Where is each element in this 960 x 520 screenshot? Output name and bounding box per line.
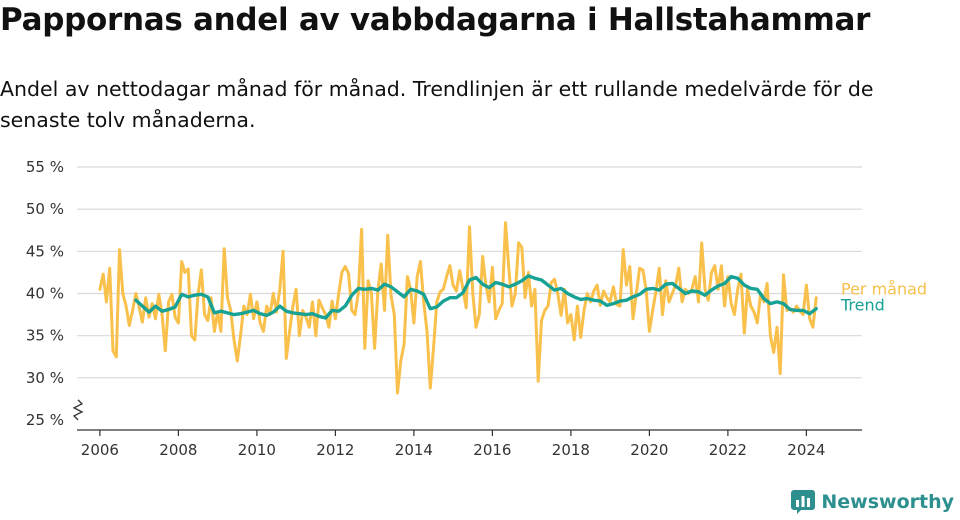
x-tick-label: 2016 <box>473 441 511 459</box>
page-subtitle: Andel av nettodagar månad för månad. Tre… <box>0 77 874 132</box>
x-tick-label: 2022 <box>709 441 747 459</box>
x-tick-label: 2024 <box>787 441 825 459</box>
gridlines <box>77 166 862 379</box>
x-tick-label: 2020 <box>630 441 668 459</box>
x-tick-label: 2018 <box>552 441 590 459</box>
y-axis-break-icon <box>72 399 84 421</box>
x-tick-label: 2006 <box>81 441 119 459</box>
x-tick-label: 2010 <box>238 441 276 459</box>
x-tick-label: 2014 <box>395 441 433 459</box>
legend-label-per-manad: Per månad <box>841 279 927 298</box>
y-tick-label: 35 % <box>26 327 64 345</box>
y-tick-label: 25 % <box>26 411 64 429</box>
page-title: Pappornas andel av vabbdagarna i Hallsta… <box>0 2 871 38</box>
bar-chart-icon <box>791 490 816 514</box>
x-tick-label: 2008 <box>159 441 197 459</box>
axis-break-zigzag <box>72 399 84 421</box>
y-axis-tick-labels: 25 % 30 % 35 % 40 % 45 % 50 % 55 % <box>26 158 64 429</box>
y-tick-label: 30 % <box>26 369 64 387</box>
x-axis: 2006 2008 2010 2012 2014 2016 2018 2020 2022 2024 <box>77 429 862 459</box>
y-tick-label: 45 % <box>26 242 64 260</box>
series-line-trend <box>134 274 818 320</box>
y-tick-label: 40 % <box>26 285 64 303</box>
brand-logo: Newsworthy <box>791 490 954 514</box>
x-tick-label: 2012 <box>316 441 354 459</box>
legend-label-trend: Trend <box>840 295 885 314</box>
series-lines <box>98 221 818 395</box>
y-tick-label: 50 % <box>26 200 64 218</box>
series-line-per-manad <box>98 221 818 395</box>
line-chart: 25 % 30 % 35 % 40 % 45 % 50 % 55 % 2006 2008 201… <box>26 158 927 459</box>
brand-name: Newsworthy <box>821 491 954 513</box>
y-tick-label: 55 % <box>26 158 64 176</box>
